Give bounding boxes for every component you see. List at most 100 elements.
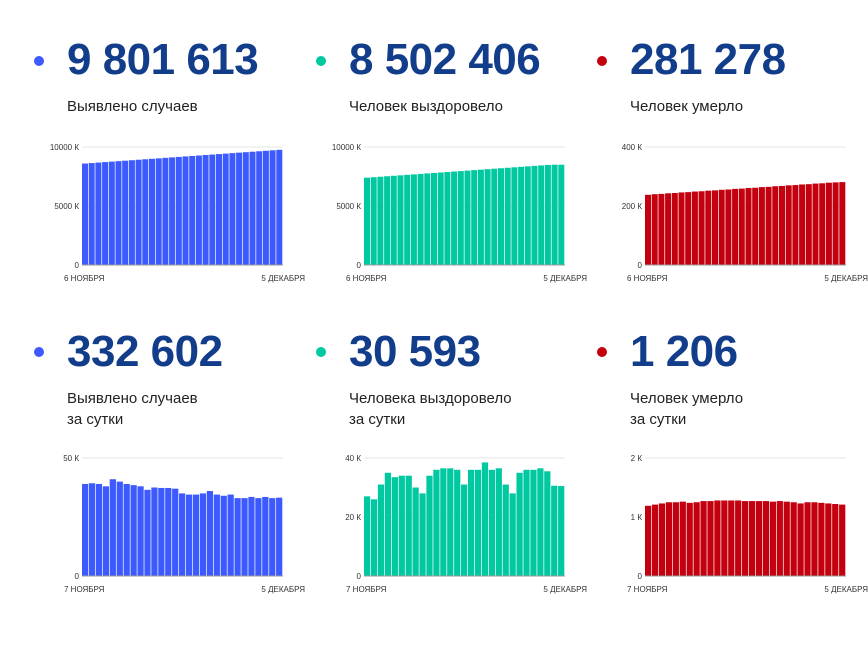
bar bbox=[825, 503, 832, 576]
bar bbox=[364, 496, 371, 576]
x-tick-label: 5 ДЕКАБРЯ bbox=[824, 585, 868, 594]
bar bbox=[544, 164, 551, 265]
chart-svg: 400 К 200 К 0 6 НОЯБРЯ 5 ДЕКАБРЯ bbox=[622, 143, 868, 283]
bar bbox=[819, 183, 826, 265]
chart-total-deaths: 400 К 200 К 0 6 НОЯБРЯ 5 ДЕКАБРЯ bbox=[593, 132, 868, 292]
bar bbox=[377, 484, 385, 576]
bar bbox=[718, 189, 725, 265]
y-tick-label: 1 К bbox=[631, 513, 643, 522]
bar bbox=[213, 494, 220, 576]
bar bbox=[811, 502, 818, 576]
bar bbox=[255, 498, 262, 576]
chart-daily-recovered: 40 К 20 К 0 7 НОЯБРЯ 5 ДЕКАБРЯ bbox=[312, 443, 592, 603]
y-tick-label: 0 bbox=[75, 261, 80, 270]
bar bbox=[206, 491, 213, 576]
bar bbox=[410, 174, 417, 265]
y-tick-label: 5000 К bbox=[336, 202, 361, 211]
label-line: за сутки bbox=[67, 411, 124, 428]
y-tick-label: 2 К bbox=[631, 454, 643, 463]
bar bbox=[772, 186, 779, 265]
chart-daily-cases: 50 К 0 7 НОЯБРЯ 5 ДЕКАБРЯ bbox=[30, 443, 310, 603]
bar bbox=[220, 495, 227, 576]
bar bbox=[417, 173, 424, 265]
bar bbox=[762, 501, 770, 576]
y-tick-label: 200 К bbox=[622, 202, 643, 211]
bar bbox=[755, 501, 763, 576]
label-line: Выявлено случаев bbox=[67, 98, 198, 115]
panel-total-cases: 9 801 613 Выявлено случаев 10000 К 5000 К… bbox=[30, 0, 310, 300]
bar bbox=[779, 185, 785, 265]
bar bbox=[130, 485, 137, 576]
chart-svg: 10000 К 5000 К 0 6 НОЯБРЯ 5 ДЕКАБРЯ bbox=[50, 143, 305, 283]
bar bbox=[735, 500, 742, 576]
bar bbox=[137, 486, 144, 576]
bar bbox=[149, 158, 155, 265]
bar bbox=[685, 192, 692, 265]
panel-daily-recovered: 30 593 Человека выздоровело за сутки 40 … bbox=[312, 297, 592, 597]
daily-cases-value: 332 602 bbox=[67, 327, 223, 376]
bar bbox=[467, 469, 475, 576]
bar bbox=[144, 489, 151, 576]
bar bbox=[276, 497, 283, 576]
bar bbox=[236, 152, 243, 265]
bar bbox=[262, 150, 269, 265]
chart-svg: 10000 К 5000 К 0 6 НОЯБРЯ 5 ДЕКАБРЯ bbox=[332, 143, 587, 283]
bar bbox=[109, 479, 116, 576]
bar bbox=[765, 186, 772, 265]
bar bbox=[151, 487, 158, 576]
x-tick-label: 5 ДЕКАБРЯ bbox=[543, 585, 587, 594]
bar bbox=[758, 187, 765, 265]
bar bbox=[95, 483, 103, 576]
bullet-dot bbox=[597, 56, 607, 66]
label-line: за сутки bbox=[349, 411, 406, 428]
bar bbox=[269, 150, 276, 265]
bar bbox=[651, 194, 658, 265]
bar bbox=[227, 494, 234, 576]
bar bbox=[216, 154, 222, 265]
x-tick-label: 5 ДЕКАБРЯ bbox=[261, 274, 305, 283]
bar bbox=[179, 493, 186, 576]
y-tick-label: 0 bbox=[357, 572, 362, 581]
bar bbox=[128, 160, 135, 265]
bullet-dot bbox=[316, 347, 326, 357]
chart-svg: 50 К 0 7 НОЯБРЯ 5 ДЕКАБРЯ bbox=[63, 454, 305, 594]
bar bbox=[209, 154, 216, 265]
bar bbox=[447, 468, 454, 576]
bar bbox=[431, 172, 437, 265]
bar bbox=[799, 184, 806, 265]
bar bbox=[464, 170, 471, 265]
bar bbox=[518, 166, 525, 265]
bar bbox=[712, 190, 718, 265]
bar bbox=[511, 167, 518, 265]
bar bbox=[426, 475, 433, 576]
bar bbox=[839, 504, 846, 576]
bar bbox=[116, 481, 123, 576]
bar bbox=[679, 501, 686, 576]
bar bbox=[776, 501, 783, 576]
x-tick-label: 6 НОЯБРЯ bbox=[346, 274, 387, 283]
bar bbox=[705, 190, 712, 265]
bar bbox=[82, 483, 89, 576]
bar bbox=[672, 502, 679, 576]
bar bbox=[691, 191, 698, 265]
daily-recovered-label: Человека выздоровело за сутки bbox=[349, 388, 512, 430]
bar bbox=[175, 156, 182, 265]
bar bbox=[419, 493, 426, 576]
daily-deaths-label: Человек умерло за сутки bbox=[630, 388, 743, 430]
bar bbox=[742, 501, 749, 576]
panel-daily-cases: 332 602 Выявлено случаев за сутки 50 К 0 7… bbox=[30, 297, 310, 597]
bar bbox=[102, 162, 109, 265]
y-tick-label: 5000 К bbox=[54, 202, 79, 211]
total-recovered-value: 8 502 406 bbox=[349, 35, 541, 84]
bar bbox=[88, 483, 96, 576]
y-tick-label: 40 К bbox=[345, 454, 361, 463]
bar bbox=[477, 169, 484, 265]
bar bbox=[88, 163, 95, 265]
bar bbox=[498, 168, 504, 265]
bar bbox=[390, 175, 397, 265]
bar bbox=[530, 469, 537, 576]
total-cases-value: 9 801 613 bbox=[67, 35, 259, 84]
bar bbox=[504, 167, 511, 265]
x-tick-label: 6 НОЯБРЯ bbox=[64, 274, 105, 283]
total-cases-label: Выявлено случаев bbox=[67, 96, 198, 117]
